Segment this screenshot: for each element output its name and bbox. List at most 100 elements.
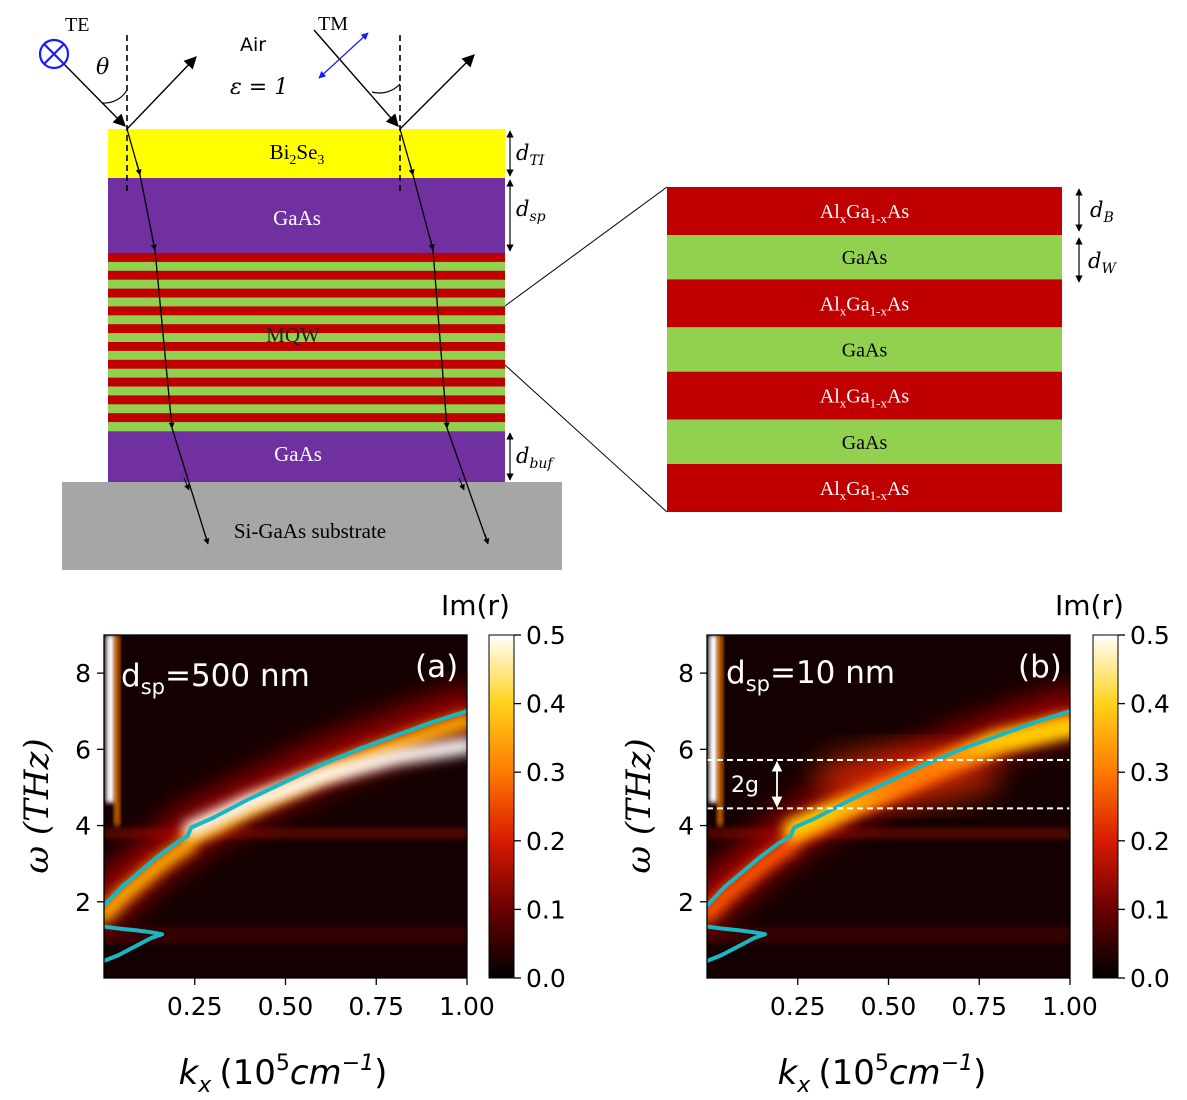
mqw-barrier-stripe [108,270,505,280]
air-label: Air [240,34,266,56]
te-ray-arrowheads [135,162,210,545]
d-sp-label: dsp [516,197,546,225]
te-reflected-ray [126,56,197,130]
tm-reflected-ray [399,54,475,130]
x-tick-label: 0.50 [258,992,314,1021]
heatmap-b-image: 2g [707,635,1070,978]
substrate-layer [62,482,562,570]
x-tick-label: 0.75 [951,992,1007,1021]
mqw-stack [108,253,505,432]
d-buf-label: dbuf [516,444,555,472]
d-b-label: dB [1090,198,1114,226]
d-ti-label: dTI [516,141,545,169]
colorbar-a-ticks: 0.0 0.1 0.2 0.3 0.4 0.5 [514,621,566,993]
low-band-curve [104,924,165,963]
x-tick-label: 1.00 [1042,992,1098,1021]
colorbar-b: 0.0 0.1 0.2 0.3 0.4 0.5 Im(r) [1055,589,1170,993]
theta-label: θ [96,55,109,80]
dispersion-curve [104,709,467,907]
mqw-well-stripe [108,404,505,414]
mqw-barrier-stripe [108,359,505,369]
panel-label-b: (b) [1018,649,1062,685]
zoom-barrier-label: AlxGa1-xAs [820,386,910,411]
xlabel-a: kx (105cm−1) [179,1051,388,1098]
annotation-b: dsp=10 nm [726,655,895,696]
annotation-a: dsp=500 nm [121,658,310,699]
heatmap-panel-b: 2g 0.25 0.50 0.75 1.00 2 4 6 8 dsp=10 nm (b) ω … [619,589,1170,1098]
y-tick-label: 6 [678,735,694,764]
colorbar-a-gradient [488,634,515,979]
heatmap-panel-a: 0.25 0.50 0.75 1.00 2 4 6 8 dsp=500 nm (a) ω (T… [17,589,566,1098]
buffer-gaas-label: GaAs [274,442,322,466]
panel-label-a: (a) [415,649,458,685]
colorbar-b-ticks: 0.0 0.1 0.2 0.3 0.4 0.5 [1118,621,1170,993]
colorbar-a-label: Im(r) [441,589,510,622]
zoom-barrier-label: AlxGa1-xAs [820,201,910,226]
mqw-barrier-stripe [108,342,505,352]
zoom-well-label: GaAs [842,247,888,269]
colorbar-tick-label: 0.2 [1130,827,1170,856]
low-frequency-streak [707,926,1070,944]
mqw-well-stripe [108,350,505,361]
zoom-well-label: GaAs [842,340,888,362]
y-tick-label: 4 [678,812,694,841]
y-tick-label: 2 [75,888,91,917]
mqw-zoom-inset: AlxGa1-xAs GaAs AlxGa1-xAs GaAs AlxGa1-xAs Ga… [667,187,1062,512]
mqw-well-stripe [108,386,505,396]
colorbar-tick-label: 0.3 [526,758,566,787]
dispersion-curve [707,709,1070,907]
low-frequency-streak [104,926,467,944]
x-tick-label: 0.25 [770,992,826,1021]
colorbar-tick-label: 0.3 [1130,758,1170,787]
zoom-barrier-layer [667,279,1062,328]
tm-label: TM [318,13,348,35]
bi2se3-label: Bi2Se3 [270,140,325,168]
light-line [709,635,718,803]
resonance-streak [707,827,1070,839]
tm-polarization-icon [318,32,369,79]
colorbar-tick-label: 0.0 [1130,964,1170,993]
zoom-well-layer [667,419,1062,464]
colorbar-tick-label: 0.5 [1130,621,1170,650]
mqw-barrier-stripe [108,324,505,334]
colorbar-tick-label: 0.4 [1130,690,1170,719]
mqw-barrier-stripe [108,413,505,423]
zoom-barrier-layer [667,464,1062,512]
colorbar-tick-label: 0.0 [526,964,566,993]
mqw-well-stripe [108,422,505,432]
mqw-well-stripe [108,279,505,289]
zoom-well-layer [667,327,1062,372]
y-tick-label: 4 [75,812,91,841]
resonance-streak [104,827,467,839]
x-tick-label: 0.25 [167,992,223,1021]
light-line [106,635,115,803]
zoom-barrier-layer [667,187,1062,235]
zoom-well-label: GaAs [842,432,888,454]
low-band-curve [707,924,768,963]
mqw-well-stripe [108,333,505,343]
mqw-barrier-stripe [108,288,505,298]
x-tick-label: 0.75 [348,992,404,1021]
zoom-line-top [504,186,668,307]
schematic: Si-GaAs substrate GaAs MQW GaAs Bi2Se3 θ… [38,13,668,570]
colorbar-tick-label: 0.5 [526,621,566,650]
zoom-barrier-label: AlxGa1-xAs [820,293,910,318]
ylabel-b: ω (THz) [619,738,659,873]
tm-ray-arrowheads [408,162,490,545]
epsilon-label: ε = 1 [230,75,288,100]
ylabel-a: ω (THz) [17,738,57,873]
gap-label: 2g [731,773,759,798]
y-tick-label: 8 [678,659,694,688]
mqw-well-stripe [108,315,505,325]
buffer-gaas-layer [108,431,505,482]
colorbar-tick-label: 0.2 [526,827,566,856]
colorbar-tick-label: 0.4 [526,690,566,719]
axis-ticks-b: 0.25 0.50 0.75 1.00 2 4 6 8 [678,659,1098,1021]
zoom-thickness-markers: dB dW [1075,188,1117,283]
y-tick-label: 8 [75,659,91,688]
bi2se3-layer [108,129,505,178]
spacer-gaas-label: GaAs [273,206,321,230]
xlabel-b: kx (105cm−1) [778,1051,987,1098]
colorbar-a: 0.0 0.1 0.2 0.3 0.4 0.5 Im(r) [441,589,566,993]
